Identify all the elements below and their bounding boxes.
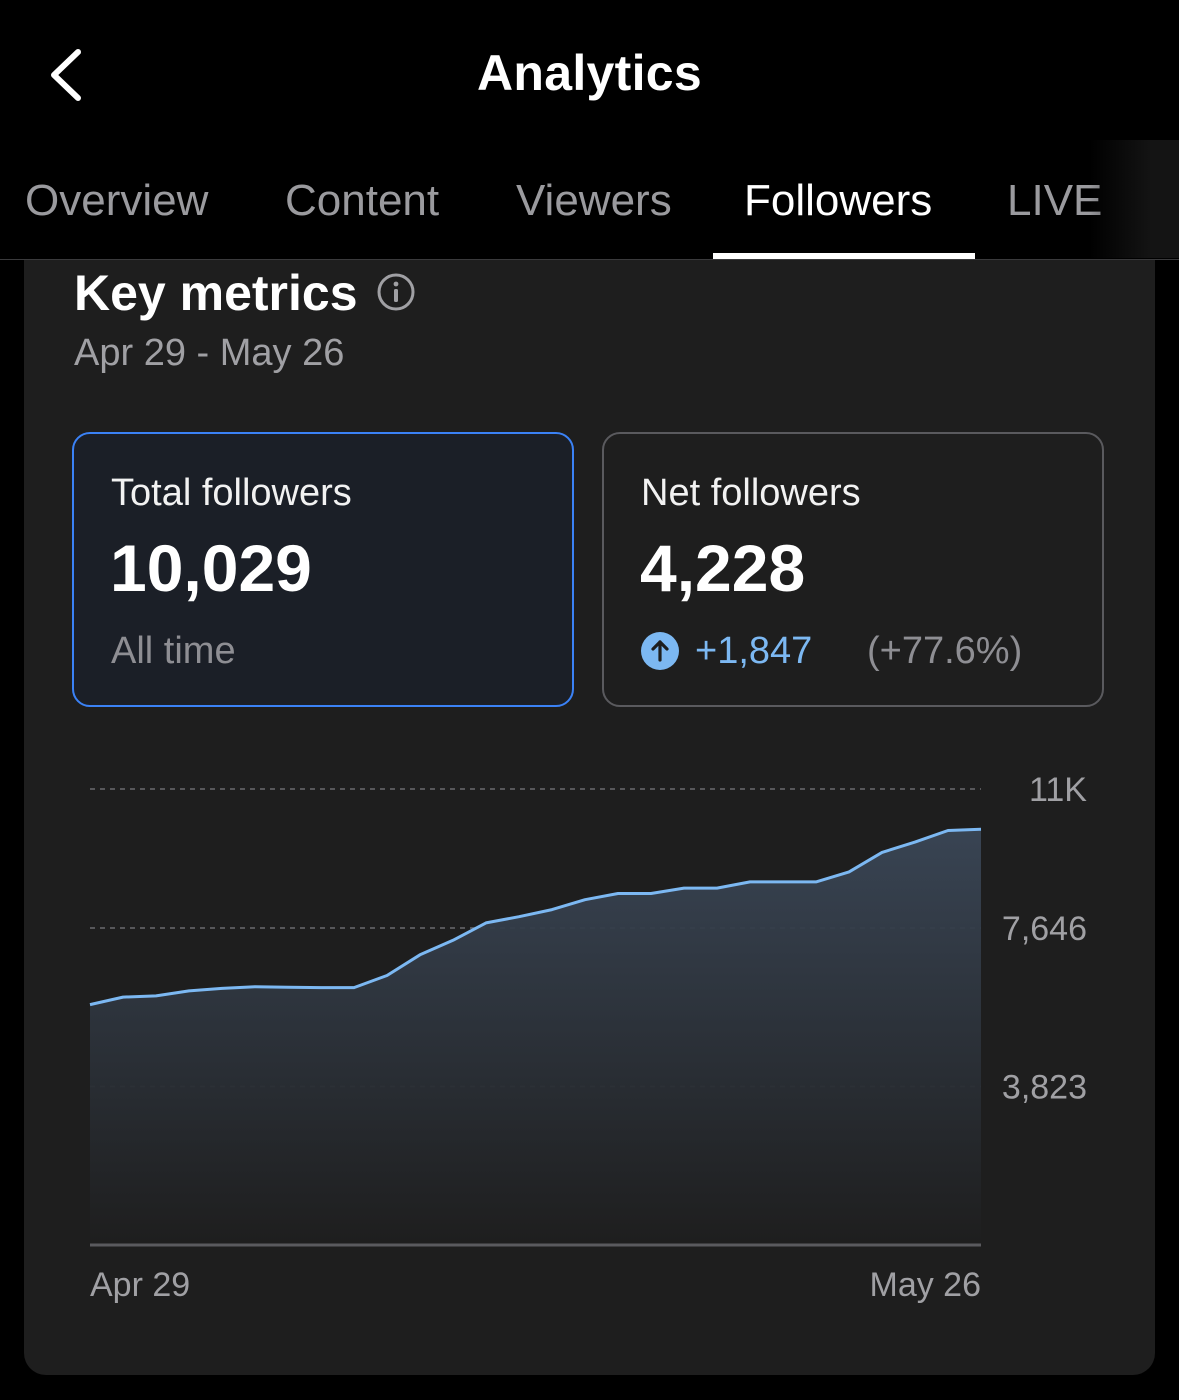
key-metrics-title: Key metrics xyxy=(74,265,358,321)
data-point[interactable] xyxy=(909,836,921,848)
tab-bar: Overview Content Viewers Followers LIVE xyxy=(0,140,1179,260)
total-followers-card[interactable]: Total followers 10,029 All time xyxy=(72,432,574,707)
data-point[interactable] xyxy=(711,882,723,894)
x-tick-label: May 26 xyxy=(870,1266,982,1304)
net-followers-label: Net followers xyxy=(641,472,861,514)
data-point[interactable] xyxy=(282,981,294,993)
data-point[interactable] xyxy=(348,982,360,994)
total-followers-value: 10,029 xyxy=(110,531,312,605)
tab-overview[interactable]: Overview xyxy=(25,176,209,225)
data-point[interactable] xyxy=(579,894,591,906)
data-point[interactable] xyxy=(249,981,261,993)
x-tick-label: Apr 29 xyxy=(90,1266,190,1304)
change-absolute: +1,847 xyxy=(695,630,813,672)
y-tick-label: 7,646 xyxy=(1002,910,1087,948)
top-bar: Analytics xyxy=(0,0,1179,140)
followers-chart: 3,823 7,646 11K Apr 29 May 26 xyxy=(84,771,1087,1304)
date-range: Apr 29 - May 26 xyxy=(74,332,345,374)
data-point[interactable] xyxy=(546,904,558,916)
total-followers-label: Total followers xyxy=(111,472,352,514)
arrow-up-circle-icon xyxy=(641,632,679,670)
data-point[interactable] xyxy=(645,887,657,899)
tab-followers[interactable]: Followers xyxy=(744,176,933,225)
data-point[interactable] xyxy=(414,949,426,961)
data-point[interactable] xyxy=(612,887,624,899)
data-point[interactable] xyxy=(150,990,162,1002)
data-point[interactable] xyxy=(513,911,525,923)
change-percent: (+77.6%) xyxy=(867,630,1023,672)
data-point[interactable] xyxy=(942,824,954,836)
tab-scroll-fade xyxy=(1089,140,1179,258)
tab-live[interactable]: LIVE xyxy=(1007,176,1103,225)
data-point[interactable] xyxy=(678,882,690,894)
net-followers-card[interactable]: Net followers 4,228 +1,847 (+77.6%) xyxy=(602,432,1104,707)
data-point[interactable] xyxy=(447,934,459,946)
net-followers-value: 4,228 xyxy=(640,531,806,605)
data-point[interactable] xyxy=(777,876,789,888)
tab-content[interactable]: Content xyxy=(285,176,440,225)
y-tick-label: 11K xyxy=(1029,771,1087,809)
data-point[interactable] xyxy=(216,982,228,994)
key-metrics-card: Key metrics Apr 29 - May 26 Total follow… xyxy=(24,260,1155,1375)
chart-area-fill xyxy=(90,829,981,1245)
total-followers-period: All time xyxy=(111,630,236,672)
data-point[interactable] xyxy=(810,876,822,888)
chevron-left-icon[interactable] xyxy=(40,40,100,110)
data-point[interactable] xyxy=(117,991,129,1003)
data-point[interactable] xyxy=(381,970,393,982)
data-point[interactable] xyxy=(876,846,888,858)
data-point[interactable] xyxy=(480,917,492,929)
active-tab-indicator xyxy=(713,253,975,259)
data-point[interactable] xyxy=(315,982,327,994)
data-point[interactable] xyxy=(84,999,96,1011)
chart-series-line xyxy=(89,827,982,1007)
data-point[interactable] xyxy=(843,866,855,878)
info-icon[interactable] xyxy=(376,272,416,312)
data-point[interactable] xyxy=(744,876,756,888)
page-title: Analytics xyxy=(476,45,702,101)
data-point[interactable] xyxy=(183,985,195,997)
y-tick-label: 3,823 xyxy=(1002,1069,1087,1107)
tab-viewers[interactable]: Viewers xyxy=(516,176,672,225)
data-point[interactable] xyxy=(975,823,987,835)
